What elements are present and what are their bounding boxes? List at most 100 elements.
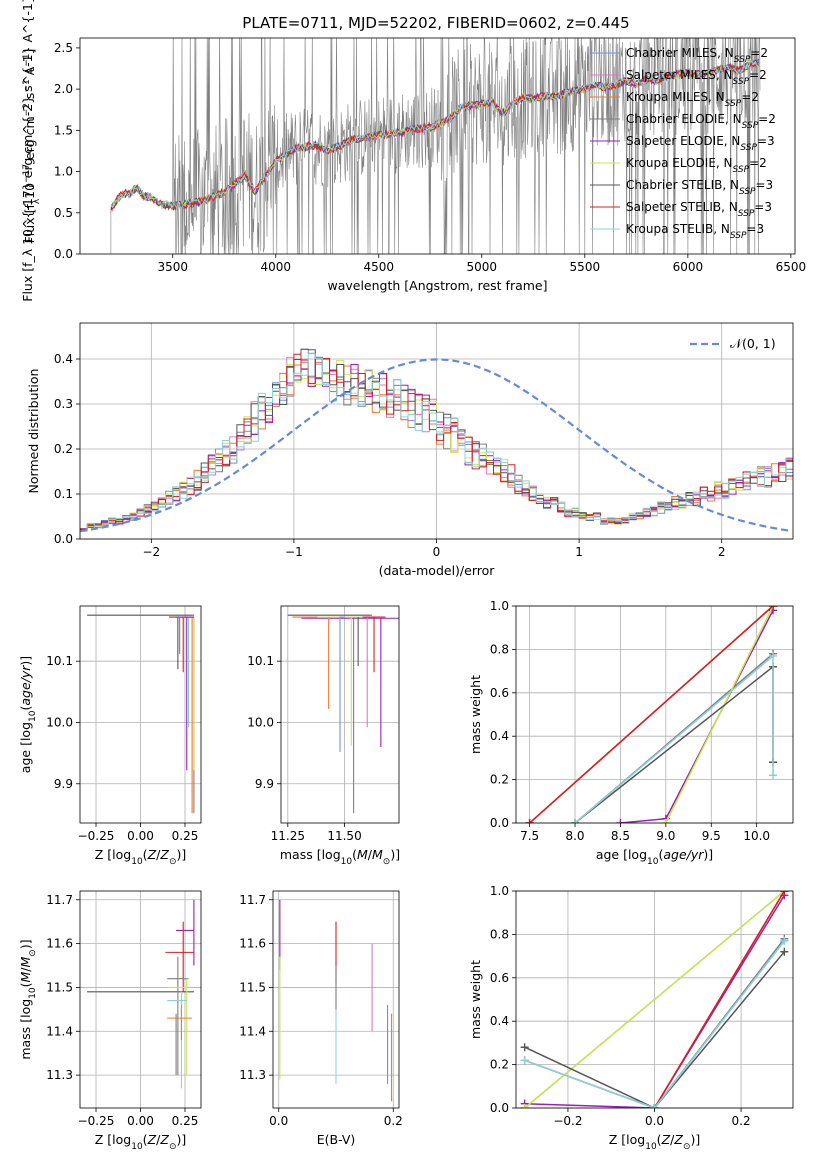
y-tick-label: 0.2 — [490, 773, 509, 787]
weight-marker — [661, 819, 670, 823]
weight-marker — [769, 606, 778, 610]
legend-entry: Kroupa STELIB, NSSP=3 — [626, 222, 764, 241]
y-tick-label: 11.5 — [46, 980, 73, 994]
spectrum-panel: 3500 4000 4500 5000 5500 6000 6500 0.0 0.5 1.0 1.5… — [20, 0, 806, 302]
mass-age-panel: 11.25 11.50 9.9 10.0 10.1 mass [log10(M/M⊙)] — [247, 605, 400, 867]
y-tick-label: 11.7 — [239, 893, 266, 907]
x-tick-label: 5500 — [570, 260, 601, 274]
weight-marker — [769, 651, 778, 660]
x-tick-label: 6000 — [673, 260, 704, 274]
axes-frame — [272, 890, 400, 1109]
z-weight-panel: −0.2 0.0 0.2 0.0 0.2 0.4 0.6 0.8 1.0 Z [log10(Z/Z… — [468, 884, 794, 1152]
x-tick-label: 0.00 — [127, 1114, 154, 1128]
axis-label: Normed distribution — [26, 369, 41, 494]
y-tick-label: 11.3 — [46, 1068, 73, 1082]
legend-entry: Chabrier STELIB, NSSP=3 — [626, 178, 773, 197]
legend-entry: 𝒩(0, 1) — [730, 336, 776, 351]
weight-marker — [780, 947, 789, 956]
x-tick-label: 7.5 — [520, 829, 539, 843]
x-tick-label: 11.50 — [327, 829, 361, 843]
y-tick-label: 1.0 — [490, 884, 509, 898]
x-tick-label: 10.0 — [743, 829, 770, 843]
y-tick-label: 11.7 — [46, 893, 73, 907]
y-tick-label: 11.4 — [239, 1024, 266, 1038]
weight-line — [574, 665, 774, 823]
weight-marker — [571, 819, 580, 823]
weight-line — [529, 606, 774, 823]
axis-label: mass [log10(M/M⊙)] — [18, 939, 38, 1059]
y-tick-label: 1.5 — [54, 123, 73, 137]
weight-line — [574, 654, 774, 823]
x-tick-label: 4000 — [260, 260, 291, 274]
x-tick-label: 8.0 — [565, 829, 584, 843]
y-tick-label: 0.8 — [490, 927, 509, 941]
y-tick-label: 0.0 — [490, 1101, 509, 1115]
y-tick-label: 0.6 — [490, 971, 509, 985]
x-tick-label: −0.25 — [78, 829, 115, 843]
x-tick-label: 9.0 — [656, 829, 675, 843]
plot-area — [525, 606, 778, 823]
axis-label: mass [log10(M/M⊙)] — [280, 847, 400, 867]
weight-marker — [520, 1056, 529, 1065]
x-tick-label: 0.25 — [172, 829, 199, 843]
y-tick-label: 0.4 — [490, 1014, 509, 1028]
residual-histogram — [80, 353, 793, 532]
y-tick-label: 2.5 — [54, 41, 73, 55]
legend-entry: Chabrier MILES, NSSP=2 — [626, 46, 768, 65]
axis-label: mass weight — [468, 960, 483, 1039]
y-tick-label: 1.0 — [490, 599, 509, 613]
plot-area — [279, 899, 393, 1102]
plot-area — [287, 614, 399, 814]
x-tick-label: −0.2 — [553, 1114, 582, 1128]
weight-marker — [520, 1104, 529, 1108]
y-tick-label: 10.1 — [46, 654, 73, 668]
x-tick-label: −0.25 — [78, 1114, 115, 1128]
x-tick-label: −2 — [142, 545, 160, 559]
y-tick-label: 0.6 — [490, 686, 509, 700]
axis-label: E(B-V) — [317, 1132, 356, 1147]
weight-marker — [780, 936, 789, 945]
x-tick-label: 0.00 — [127, 829, 154, 843]
weight-line — [620, 609, 774, 823]
weight-line — [665, 606, 774, 823]
axis-label: wavelength [Angstrom, rest frame] — [327, 278, 547, 293]
legend-entry: Kroupa MILES, NSSP=2 — [626, 90, 759, 109]
y-axis-label: Flux [fλ10−17 erg cm−2 s−1 A−1] — [22, 49, 42, 244]
legend-entry: Kroupa ELODIE, NSSP=2 — [626, 156, 767, 175]
x-tick-label: 0.2 — [384, 1114, 403, 1128]
axes-frame — [515, 605, 794, 824]
ebv-mass-panel: 0.0 0.2 11.3 11.4 11.5 11.6 11.7 E(B-V) — [239, 890, 403, 1147]
y-tick-label: 9.9 — [255, 777, 274, 791]
x-tick-label: 2 — [718, 545, 726, 559]
y-tick-label: 10.0 — [46, 715, 73, 729]
axis-label: Z [log10(Z/Z⊙)] — [609, 1132, 701, 1152]
axis-label: Z [log10(Z/Z⊙)] — [95, 1132, 187, 1152]
x-tick-label: 0.2 — [732, 1114, 751, 1128]
y-tick-label: 0.1 — [54, 487, 73, 501]
y-tick-label: 2.0 — [54, 82, 73, 96]
residual-panel: −2 −1 0 1 2 0.0 0.1 0.2 0.3 0.4 (data-model)/error… — [26, 322, 794, 578]
axis-label: Flux [f_λ 10^{-17} erg cm^{-2} s^{-1} A^… — [20, 0, 35, 302]
axis-label: age [log10(age/yr)] — [18, 656, 38, 773]
weight-line — [653, 891, 785, 1108]
y-tick-label: 0.3 — [54, 397, 73, 411]
axis-label: (data-model)/error — [379, 563, 496, 578]
x-tick-label: 0.25 — [172, 1114, 199, 1128]
plot-area — [80, 348, 793, 533]
x-tick-label: 11.25 — [271, 829, 305, 843]
y-tick-label: 11.3 — [239, 1068, 266, 1082]
y-tick-label: 0.4 — [490, 729, 509, 743]
y-tick-label: 10.0 — [247, 715, 274, 729]
x-tick-label: 8.5 — [611, 829, 630, 843]
y-tick-label: 11.4 — [46, 1024, 73, 1038]
weight-marker — [525, 819, 534, 823]
weight-marker — [769, 771, 778, 780]
y-tick-label: 1.0 — [54, 165, 73, 179]
y-tick-label: 9.9 — [54, 777, 73, 791]
axes-frame — [79, 37, 796, 255]
z-age-panel: −0.25 0.00 0.25 9.9 10.0 10.1 Z [log10(Z/Z⊙)] a… — [18, 605, 202, 867]
weight-line — [524, 940, 785, 1108]
y-tick-label: 0.4 — [54, 352, 73, 366]
axis-label: mass weight — [468, 675, 483, 754]
